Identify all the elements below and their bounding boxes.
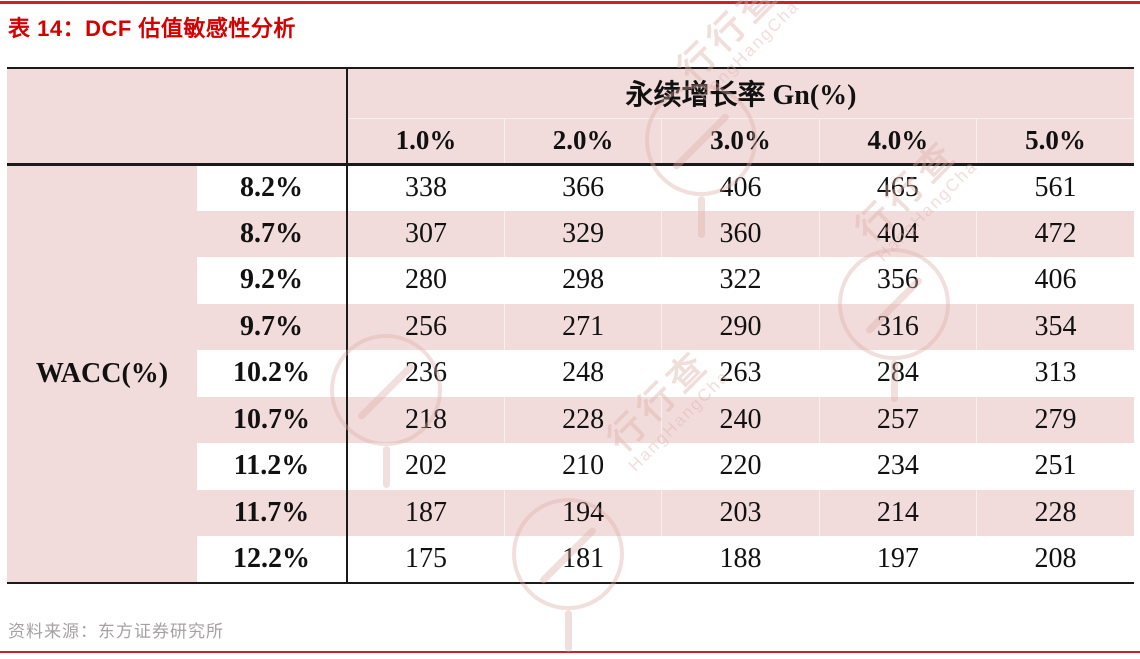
value-cell: 251 [976,443,1134,490]
value-cell: 307 [345,210,505,257]
value-cell: 404 [818,210,977,257]
value-cell: 271 [503,303,662,350]
top-divider-rule [0,1,1140,4]
column-header: 4.0% [818,117,977,164]
value-cell: 256 [345,303,505,350]
row-label: 9.7% [197,303,347,350]
value-cell: 329 [503,210,662,257]
row-label: 8.7% [197,210,347,257]
row-label: 12.2% [197,536,347,583]
value-cell: 322 [661,257,820,304]
value-cell: 214 [818,489,977,536]
row-label: 11.2% [197,443,347,490]
table-header: 永续增长率 Gn(%) 1.0% 2.0% 3.0% 4.0% 5.0% [7,68,1134,164]
table-body: WACC(%) 8.2% 338 366 406 465 561 8.7% 307 329 360 4… [7,164,1134,583]
column-header: 3.0% [661,117,820,164]
value-cell: 187 [345,489,505,536]
value-cell: 263 [661,350,820,397]
value-cell: 354 [976,303,1134,350]
value-cell: 220 [661,443,820,490]
value-cell: 181 [503,536,662,583]
row-label: 10.7% [197,396,347,443]
column-header: 5.0% [976,117,1134,164]
value-cell: 234 [818,443,977,490]
table-row: 12.2% 175 181 188 197 208 [7,536,1134,583]
row-label: 9.2% [197,257,347,304]
table-row: 10.7% 218 228 240 257 279 [7,396,1134,443]
value-cell: 248 [503,350,662,397]
table-row: 9.2% 280 298 322 356 406 [7,257,1134,304]
column-group-header: 永续增长率 Gn(%) [346,68,1134,118]
table-row: 8.7% 307 329 360 404 472 [7,210,1134,257]
source-note: 资料来源：东方证券研究所 [8,622,224,641]
value-cell: 240 [661,396,820,443]
value-cell: 356 [818,257,977,304]
row-label: 10.2% [197,350,347,397]
value-cell: 188 [661,536,820,583]
table-row: 10.2% 236 248 263 284 313 [7,350,1134,397]
value-cell: 338 [345,164,505,211]
value-cell: 298 [503,257,662,304]
value-cell: 210 [503,443,662,490]
dcf-sensitivity-table: 永续增长率 Gn(%) 1.0% 2.0% 3.0% 4.0% 5.0% WAC… [7,67,1134,584]
row-label: 11.7% [197,489,347,536]
header-row-columns: 1.0% 2.0% 3.0% 4.0% 5.0% [7,117,1134,164]
value-cell: 465 [818,164,977,211]
value-cell: 197 [818,536,977,583]
column-header: 1.0% [345,117,505,164]
value-cell: 280 [345,257,505,304]
table-title: 表 14：DCF 估值敏感性分析 [8,16,296,41]
value-cell: 279 [976,396,1134,443]
value-cell: 406 [976,257,1134,304]
value-cell: 561 [976,164,1134,211]
table-row: 11.7% 187 194 203 214 228 [7,489,1134,536]
value-cell: 208 [976,536,1134,583]
value-cell: 175 [345,536,505,583]
value-cell: 360 [661,210,820,257]
value-cell: 290 [661,303,820,350]
row-label: 8.2% [197,164,347,211]
value-cell: 218 [345,396,505,443]
value-cell: 366 [503,164,662,211]
value-cell: 472 [976,210,1134,257]
value-cell: 202 [345,443,505,490]
row-group-header: WACC(%) [7,164,197,583]
bottom-divider-rule [0,651,1140,653]
table-corner-blank [7,68,347,164]
value-cell: 313 [976,350,1134,397]
value-cell: 236 [345,350,505,397]
value-cell: 203 [661,489,820,536]
value-cell: 316 [818,303,977,350]
table-row: WACC(%) 8.2% 338 366 406 465 561 [7,164,1134,583]
table-row: 9.7% 256 271 290 316 354 [7,303,1134,350]
value-cell: 284 [818,350,977,397]
value-cell: 228 [976,489,1134,536]
value-cell: 228 [503,396,662,443]
table-row: 11.2% 202 210 220 234 251 [7,443,1134,490]
column-header: 2.0% [503,117,662,164]
value-cell: 194 [503,489,662,536]
header-row-group: 永续增长率 Gn(%) [7,68,1134,164]
value-cell: 406 [661,164,820,211]
value-cell: 257 [818,396,977,443]
